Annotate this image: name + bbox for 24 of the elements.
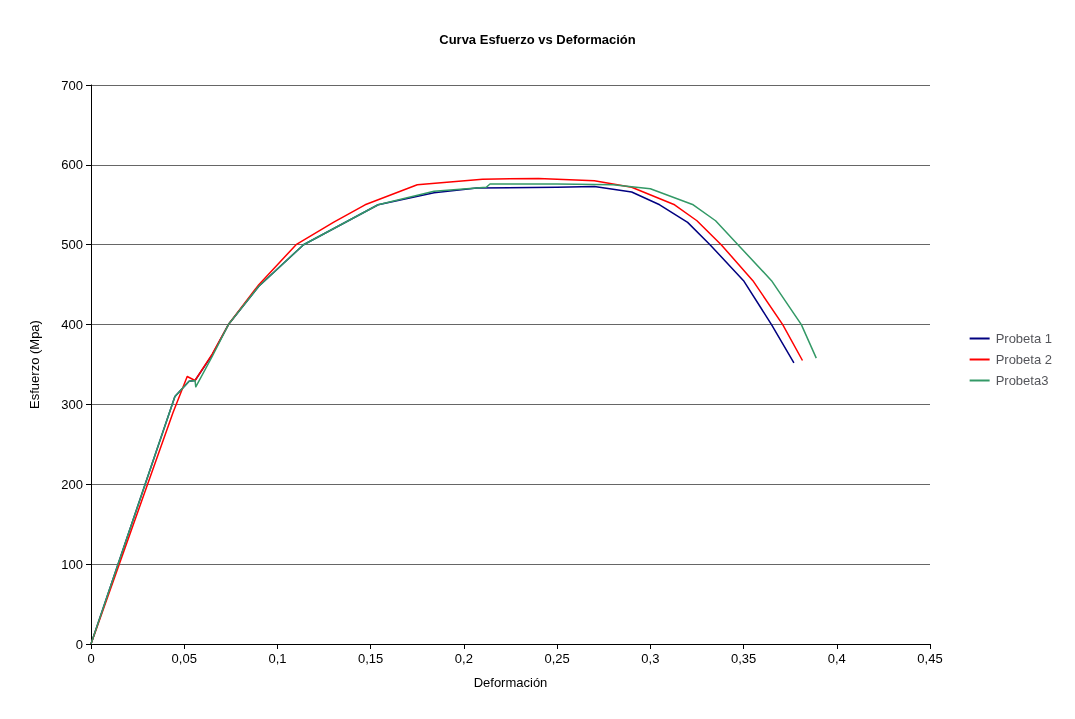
x-tick-label: 0 [87, 651, 95, 666]
x-tick-label: 0,4 [827, 651, 846, 666]
y-tick-label: 300 [61, 396, 83, 412]
legend-label: Probeta3 [995, 373, 1049, 388]
x-tick-label: 0,05 [171, 651, 197, 666]
y-tick-label: 0 [75, 636, 83, 652]
y-tick-label: 700 [61, 77, 83, 93]
x-tick-label: 0,3 [641, 651, 660, 666]
legend-label: Probeta 2 [995, 352, 1052, 367]
legend-label: Probeta 1 [995, 331, 1052, 346]
y-tick-label: 600 [61, 157, 83, 173]
y-axis-title: Esfuerzo (Mpa) [27, 320, 42, 409]
x-tick-label: 0,1 [268, 651, 287, 666]
chart-title: Curva Esfuerzo vs Deformación [439, 32, 636, 47]
y-tick-label: 100 [61, 556, 83, 572]
x-tick-label: 0,2 [454, 651, 473, 666]
x-axis-title: Deformación [473, 675, 548, 690]
x-tick-label: 0,35 [730, 651, 757, 666]
x-tick-label: 0,15 [358, 651, 384, 666]
x-tick-label: 0,25 [544, 651, 570, 666]
y-tick-label: 400 [61, 317, 83, 333]
y-tick-label: 200 [61, 476, 83, 492]
y-tick-label: 500 [61, 237, 83, 253]
x-tick-label: 0,45 [917, 651, 943, 666]
